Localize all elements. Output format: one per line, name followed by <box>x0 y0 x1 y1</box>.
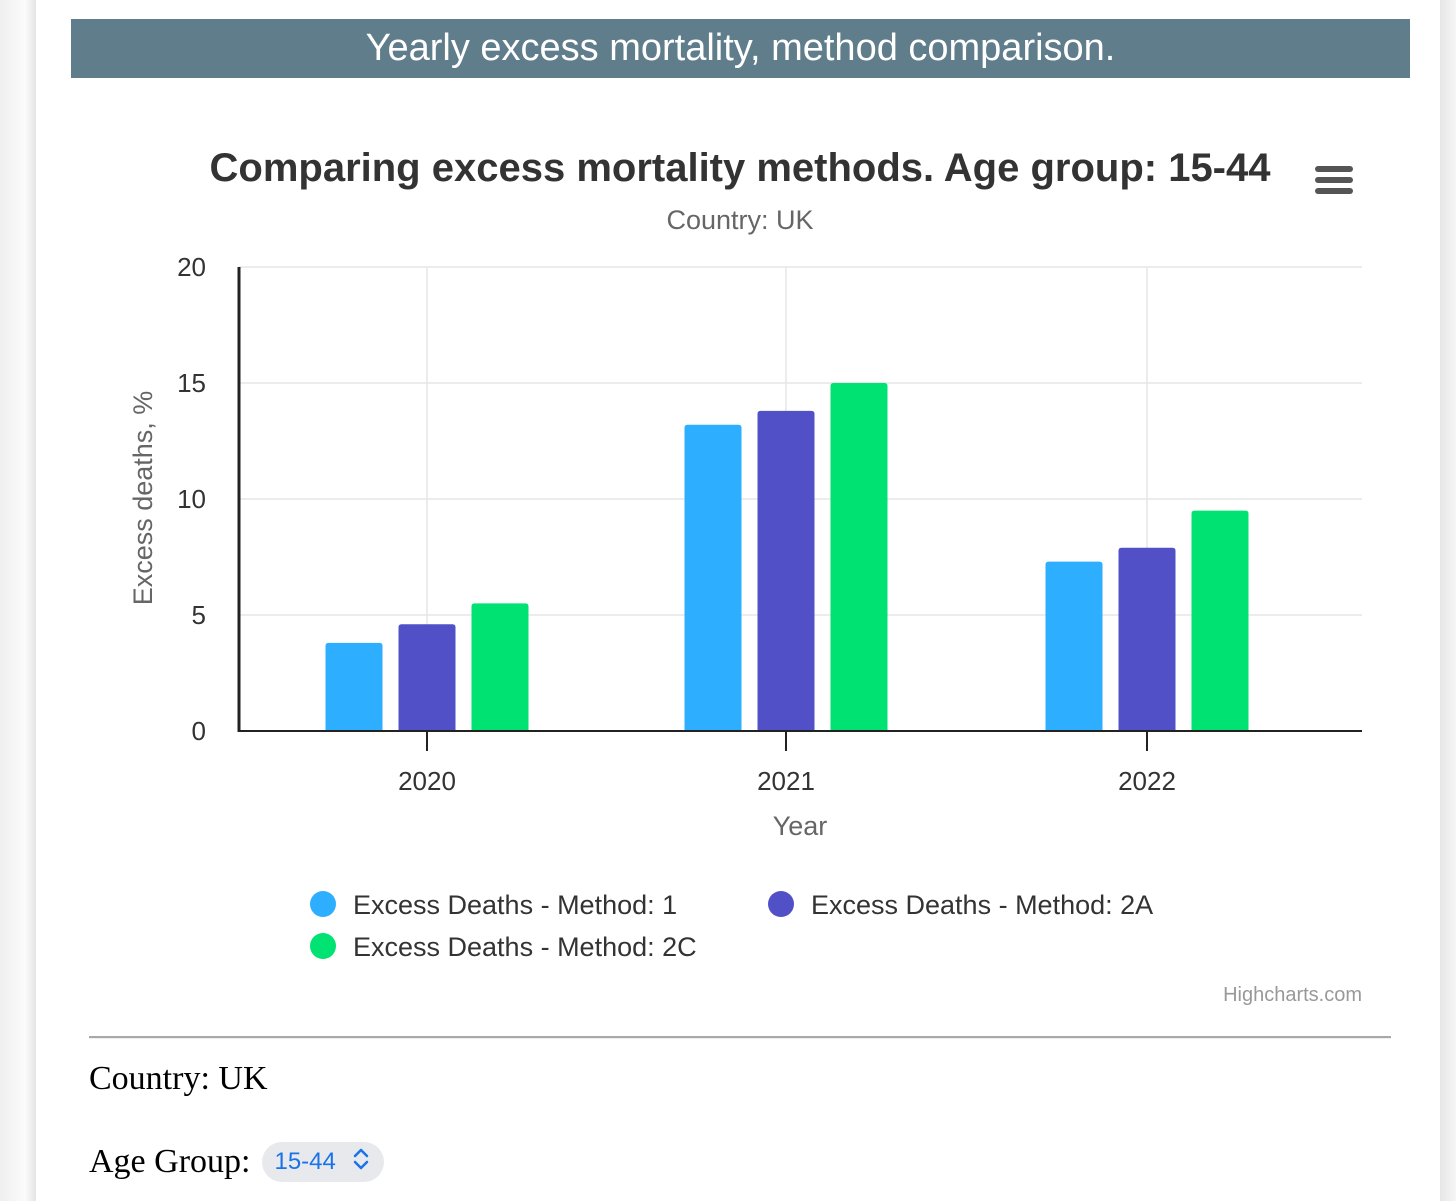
bar <box>398 624 456 731</box>
page-right-shadow <box>1440 0 1456 1201</box>
legend-label: Excess Deaths - Method: 2C <box>353 932 697 962</box>
bar <box>1191 510 1249 731</box>
legend-symbol <box>768 891 794 917</box>
y-tick-label: 5 <box>192 600 206 630</box>
age-group-select[interactable]: 15-44 <box>262 1142 384 1182</box>
y-tick-label: 10 <box>177 484 206 514</box>
legend-label: Excess Deaths - Method: 1 <box>353 890 677 920</box>
age-group-row: Age Group: 15-44 <box>89 1140 384 1184</box>
y-axis-label: Excess deaths, % <box>128 391 158 606</box>
legend: Excess Deaths - Method: 1 Excess Deaths -… <box>310 890 1153 962</box>
divider <box>89 1036 1391 1039</box>
x-axis-label: Year <box>773 811 828 841</box>
bar <box>830 383 888 731</box>
page-left-shadow <box>0 0 36 1201</box>
bar <box>684 424 742 731</box>
chart-subtitle: Country: UK <box>666 205 813 235</box>
legend-item[interactable]: Excess Deaths - Method: 2C <box>310 932 697 962</box>
y-axis-ticks: 0 5 10 15 20 <box>177 252 206 746</box>
up-down-chevron-icon <box>352 1148 370 1177</box>
legend-item[interactable]: Excess Deaths - Method: 2A <box>768 890 1153 920</box>
y-tick-label: 0 <box>192 716 206 746</box>
page-banner: Yearly excess mortality, method comparis… <box>71 19 1410 78</box>
x-tick-label: 2022 <box>1118 766 1176 796</box>
bar <box>471 603 529 731</box>
x-tick-label: 2021 <box>757 766 815 796</box>
bars <box>325 383 1249 731</box>
bar <box>1045 561 1103 731</box>
bar <box>757 410 815 731</box>
age-group-value: 15-44 <box>274 1148 336 1175</box>
country-text: Country: UK <box>89 1060 268 1097</box>
y-tick-label: 20 <box>177 252 206 282</box>
legend-symbol <box>310 933 336 959</box>
chart: Comparing excess mortality methods. Age … <box>128 146 1362 1006</box>
chart-title: Comparing excess mortality methods. Age … <box>210 146 1272 190</box>
age-group-label: Age Group: <box>89 1143 251 1180</box>
x-axis-ticks: 2020 2021 2022 <box>398 731 1176 796</box>
credits-link[interactable]: Highcharts.com <box>1223 984 1362 1006</box>
bar <box>1118 547 1176 731</box>
hamburger-menu-icon[interactable] <box>1310 160 1360 200</box>
y-tick-label: 15 <box>177 368 206 398</box>
legend-item[interactable]: Excess Deaths - Method: 1 <box>310 890 677 920</box>
legend-label: Excess Deaths - Method: 2A <box>811 890 1153 920</box>
legend-symbol <box>310 891 336 917</box>
bar <box>325 642 383 731</box>
x-tick-label: 2020 <box>398 766 456 796</box>
